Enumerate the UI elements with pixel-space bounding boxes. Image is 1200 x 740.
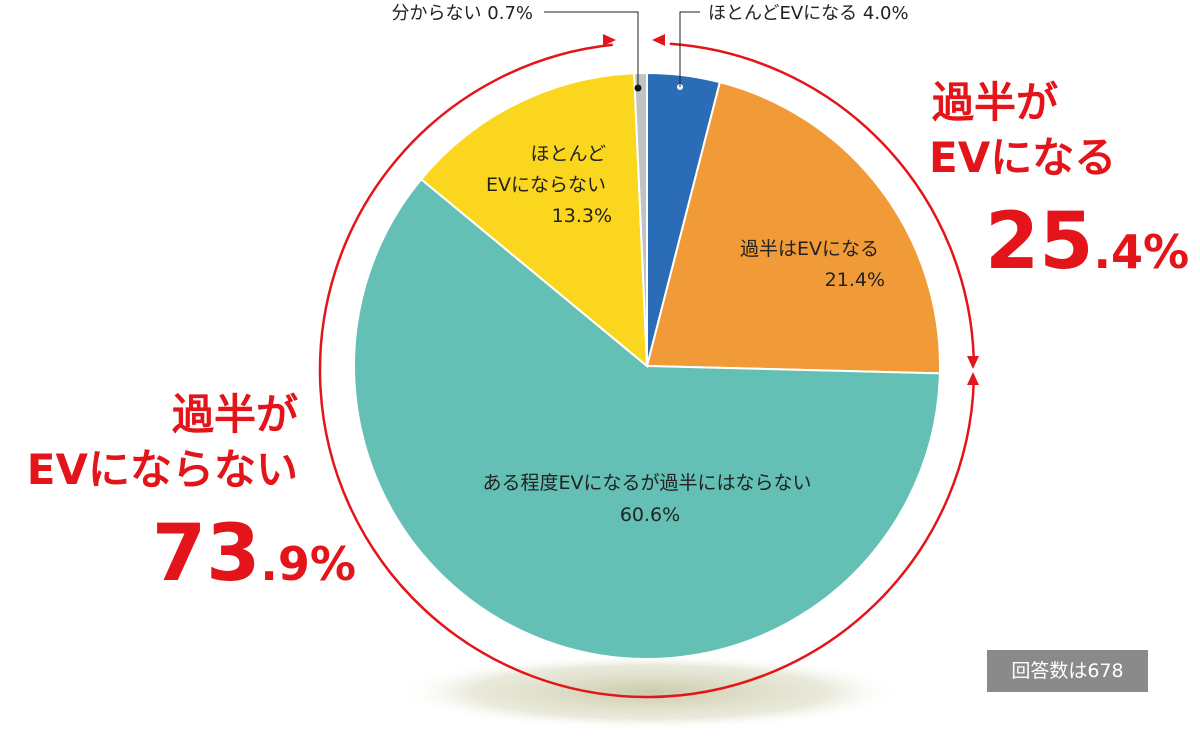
pie-slices — [353, 71, 941, 660]
pie-slice-2 — [645, 80, 941, 375]
slice-label-some-ev: ある程度EVになるが過半にはならない 60.6% — [482, 472, 817, 526]
group-arc-ev — [669, 42, 976, 359]
callout-unknown-label: 分からない 0.7% — [392, 3, 533, 24]
group-label-ev: 過半が EVになる 25.4% — [929, 78, 1189, 287]
group-not-ev-line1: 過半が — [172, 390, 298, 439]
callout-unknown: 分からない 0.7% — [392, 3, 642, 92]
group-not-ev-line2: EVにならない — [27, 445, 298, 494]
group-ev-percent: 25.4% — [985, 197, 1189, 287]
group-arc-not-ev — [318, 43, 976, 699]
arrow-head-top-right — [652, 34, 665, 46]
pie-slice-3 — [353, 177, 941, 660]
callout-mostly-ev: ほとんどEVになる 4.0% — [677, 3, 909, 90]
group-not-ev-percent: 73.9% — [152, 509, 356, 599]
respondents-badge: 回答数は678 — [987, 650, 1148, 692]
pie-shadow — [395, 654, 905, 730]
slice-label-majority-ev: 過半はEVになる 21.4% — [740, 238, 885, 291]
group-label-not-ev: 過半が EVにならない 73.9% — [27, 390, 356, 599]
pie-slice-4 — [419, 72, 649, 369]
arrow-head-right-lower — [967, 372, 979, 385]
arrow-head-right-upper — [967, 356, 979, 369]
pie-slice-5 — [633, 71, 648, 367]
group-ev-line1: 過半が — [932, 78, 1058, 127]
callout-mostly-ev-label: ほとんどEVになる 4.0% — [708, 3, 909, 24]
group-ev-line2: EVになる — [929, 133, 1116, 182]
slice-label-mostly-not-ev: ほとんど EVにならない 13.3% — [486, 143, 612, 227]
arrow-head-top-left — [603, 34, 616, 46]
